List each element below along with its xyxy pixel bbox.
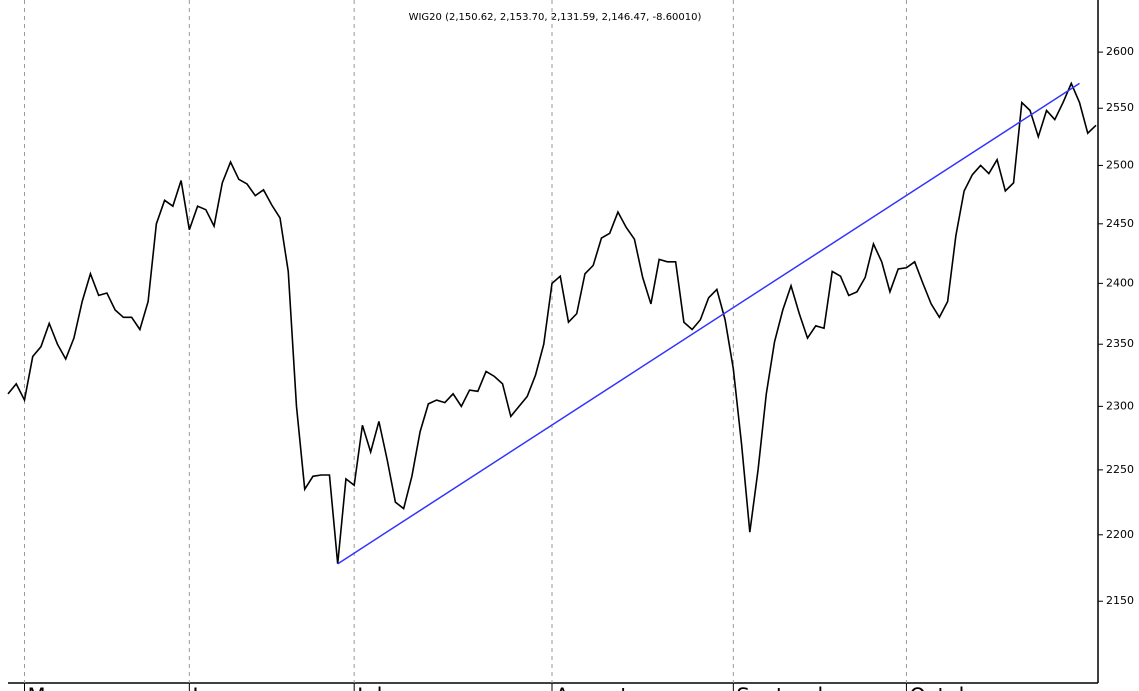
- y-tick-label: 2200: [1106, 528, 1134, 541]
- x-tick-label: September: [736, 684, 852, 691]
- y-tick-label: 2600: [1106, 45, 1134, 58]
- x-tick-label: October: [909, 684, 993, 691]
- y-tick-label: 2400: [1106, 276, 1134, 289]
- x-tick-label: June: [190, 684, 238, 691]
- y-tick-label: 2500: [1106, 158, 1134, 171]
- y-tick-label: 2250: [1106, 463, 1134, 476]
- x-tick-label: July: [355, 684, 395, 691]
- y-tick-label: 2350: [1106, 337, 1134, 350]
- chart-title: WIG20 (2,150.62, 2,153.70, 2,131.59, 2,1…: [409, 12, 702, 23]
- trend-line: [337, 82, 1080, 565]
- y-tick-label: 2300: [1106, 399, 1134, 412]
- x-tick-label: August: [555, 684, 629, 691]
- y-tick-label: 2150: [1106, 594, 1134, 607]
- y-tick-label: 2450: [1106, 217, 1134, 230]
- x-tick-label: May: [27, 684, 70, 691]
- price-line: [7, 81, 1097, 564]
- y-tick-label: 2550: [1106, 101, 1134, 114]
